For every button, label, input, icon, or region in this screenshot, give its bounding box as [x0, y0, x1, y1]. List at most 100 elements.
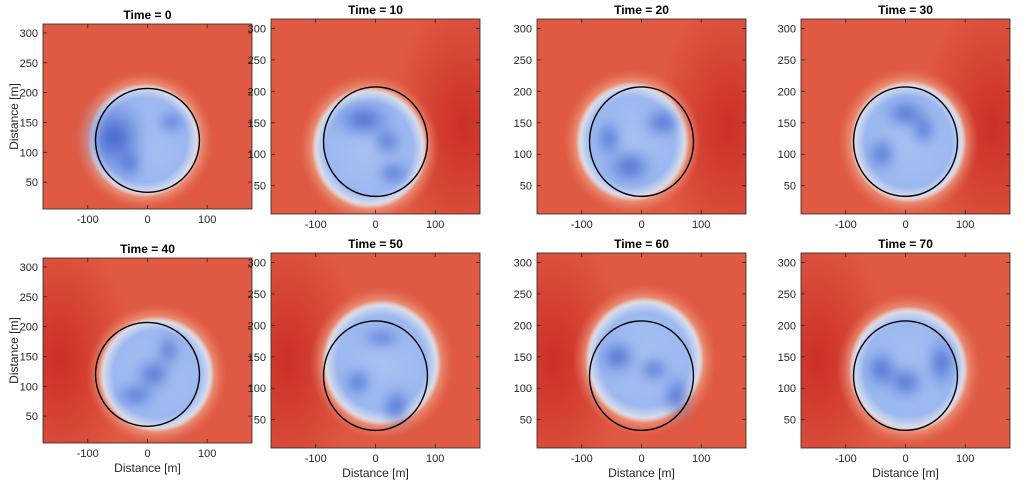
y-tick-label: 50	[784, 415, 796, 427]
x-tick-label: -100	[305, 219, 327, 231]
panel-2: -100 0 100 50 100 150 200 250 300 Time = 20	[514, 3, 747, 231]
panel-title: Time = 60	[614, 237, 669, 251]
y-tick-label: 150	[778, 118, 796, 130]
panel-1: -100 0 100 50 100 150 200 250 300 Time = 10	[248, 3, 481, 231]
y-tick-label: 150	[514, 352, 532, 364]
y-tick-label: 150	[20, 351, 38, 363]
y-tick-label: 300	[514, 257, 532, 269]
reference-circle	[322, 86, 429, 198]
vortex-core-2	[357, 328, 406, 348]
reference-circle	[94, 87, 201, 193]
y-tick-label: 200	[514, 86, 532, 98]
x-tick-label: 100	[956, 219, 974, 231]
y-tick-label: 100	[248, 383, 266, 395]
y-tick-label: 100	[248, 149, 266, 161]
vortex-core-2	[116, 146, 143, 183]
y-tick-label: 300	[778, 257, 796, 269]
vortex-core-2	[635, 356, 672, 382]
y-tick-label: 250	[248, 289, 266, 301]
vortex-core-1	[372, 125, 403, 158]
x-tick-label: 0	[638, 219, 644, 231]
panel-3: -100 0 100 50 100 150 200 250 300 Time = 30	[778, 3, 1011, 231]
panel-5: -100 0 100 50 100 150 200 250 300 Time = 50 Distan…	[248, 237, 481, 480]
panel-0: -100 0 100 50 100 150 200 250 300 Time = 0 Distanc…	[7, 8, 253, 226]
x-tick-label: 0	[372, 453, 378, 465]
vortex-core-1	[154, 111, 189, 134]
reference-circle	[322, 320, 429, 432]
y-tick-label: 250	[514, 289, 532, 301]
y-tick-label: 200	[248, 86, 266, 98]
heatmap-field	[271, 253, 480, 448]
y-tick-label: 150	[514, 118, 532, 130]
vortex-core-0	[381, 385, 412, 430]
panel-title: Time = 10	[348, 3, 403, 17]
x-axis-label: Distance [m]	[872, 466, 939, 480]
y-tick-label: 150	[778, 352, 796, 364]
y-tick-label: 200	[248, 320, 266, 332]
panel-title: Time = 0	[123, 8, 171, 22]
x-tick-label: 100	[426, 219, 444, 231]
x-tick-label: -100	[571, 453, 593, 465]
heatmap-field	[537, 253, 746, 448]
y-tick-label: 150	[248, 118, 266, 130]
y-tick-label: 50	[26, 411, 38, 423]
heatmap-field	[537, 19, 746, 214]
x-axis-label: Distance [m]	[608, 466, 675, 480]
reference-circle	[588, 86, 695, 198]
y-tick-label: 250	[20, 292, 38, 304]
y-tick-label: 50	[26, 177, 38, 189]
y-tick-label: 250	[778, 55, 796, 67]
y-tick-label: 250	[778, 289, 796, 301]
y-tick-label: 250	[514, 55, 532, 67]
y-tick-label: 300	[778, 23, 796, 35]
y-tick-label: 100	[20, 147, 38, 159]
x-tick-label: -100	[77, 448, 99, 460]
x-tick-label: -100	[305, 453, 327, 465]
panel-title: Time = 50	[348, 237, 403, 251]
y-tick-label: 100	[514, 383, 532, 395]
panel-4: -100 0 100 50 100 150 200 250 300 Time = 40 Distan…	[7, 242, 253, 475]
x-tick-label: -100	[835, 453, 857, 465]
y-tick-label: 250	[248, 55, 266, 67]
x-tick-label: 100	[692, 453, 710, 465]
reference-circle	[852, 86, 959, 198]
panel-title: Time = 30	[878, 3, 933, 17]
x-tick-label: 100	[426, 453, 444, 465]
heatmap-field	[271, 19, 480, 214]
vortex-core-2	[881, 97, 930, 130]
y-tick-label: 150	[248, 352, 266, 364]
y-tick-label: 50	[254, 181, 266, 193]
x-tick-label: -100	[77, 214, 99, 226]
x-tick-label: 0	[638, 453, 644, 465]
x-tick-label: 0	[144, 214, 150, 226]
x-tick-label: 100	[198, 214, 216, 226]
y-tick-label: 300	[20, 28, 38, 40]
y-tick-label: 100	[514, 149, 532, 161]
y-tick-label: 100	[778, 149, 796, 161]
y-tick-label: 200	[20, 88, 38, 100]
y-tick-label: 200	[778, 320, 796, 332]
heatmap-field	[43, 24, 252, 209]
x-tick-label: 0	[902, 219, 908, 231]
y-tick-label: 300	[248, 257, 266, 269]
y-tick-label: 300	[514, 23, 532, 35]
vortex-core-1	[602, 147, 657, 186]
heatmap-field	[801, 253, 1010, 448]
x-tick-label: 100	[692, 219, 710, 231]
x-tick-label: -100	[835, 219, 857, 231]
vortex-core-2	[884, 363, 927, 401]
panel-7: -100 0 100 50 100 150 200 250 300 Time = 70 Distan…	[778, 237, 1011, 480]
panel-title: Time = 20	[614, 3, 669, 17]
reference-circle	[852, 320, 959, 432]
vortex-core-1	[342, 366, 373, 398]
heatmap-field	[801, 19, 1010, 214]
y-tick-label: 200	[778, 86, 796, 98]
y-tick-label: 150	[20, 117, 38, 129]
x-axis-label: Distance [m]	[114, 461, 181, 475]
heatmap-field	[43, 258, 252, 443]
y-tick-label: 200	[514, 320, 532, 332]
y-tick-label: 100	[778, 383, 796, 395]
vortex-core-0	[866, 135, 897, 174]
x-tick-label: 0	[902, 453, 908, 465]
x-tick-label: 100	[956, 453, 974, 465]
